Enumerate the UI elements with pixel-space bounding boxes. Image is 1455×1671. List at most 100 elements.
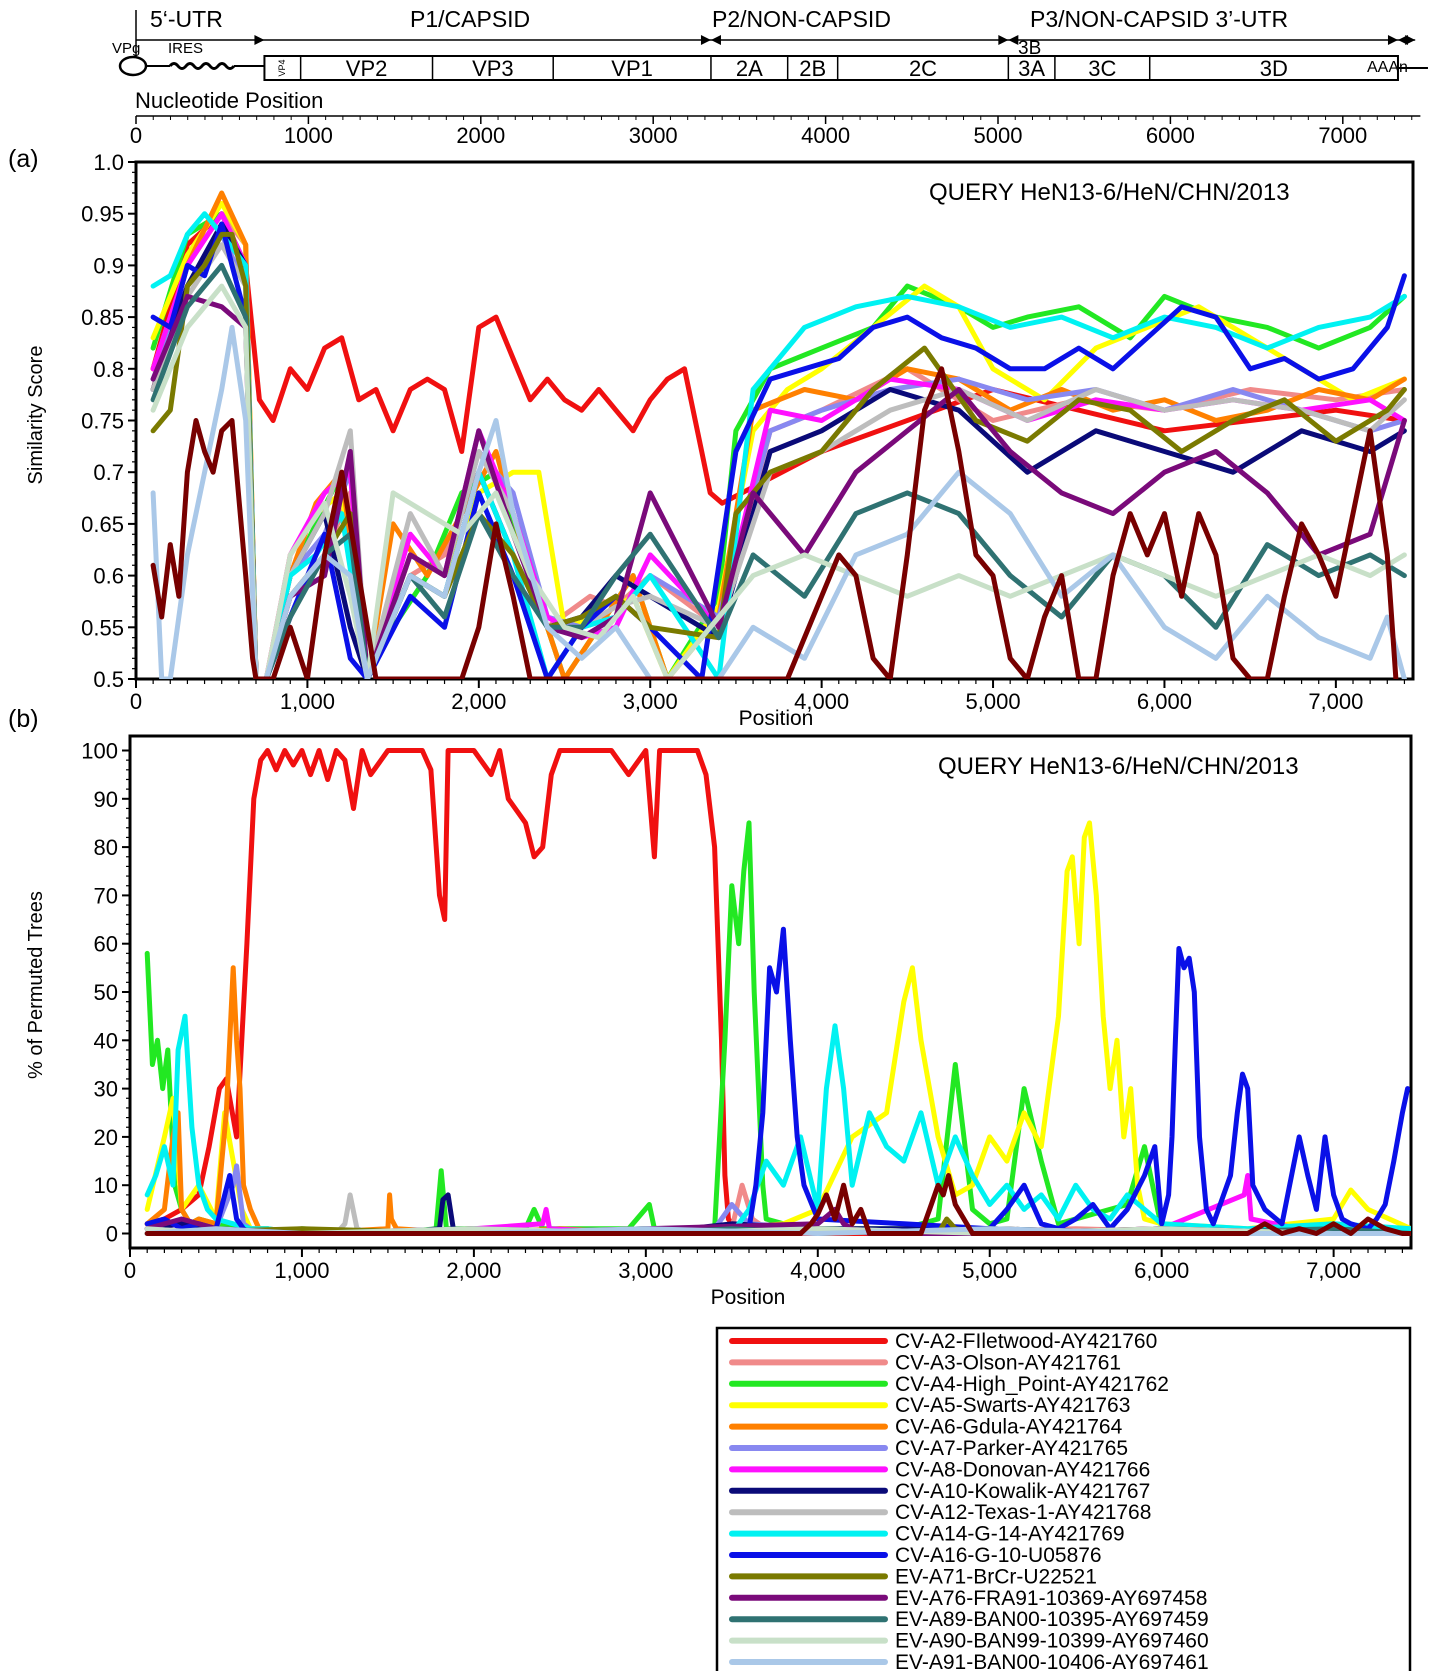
region-label-p2: P2/NON-CAPSID: [712, 6, 891, 32]
region-arrowhead: [1387, 35, 1398, 45]
y-tick-label: 1.0: [93, 150, 124, 175]
nt-axis-tick-label: 4000: [801, 123, 850, 148]
gene-boxes: VP4 VP2 VP3 VP1 2A 2B 2C 3A 3C 3D: [263, 55, 1428, 81]
region-arrowhead: [1008, 35, 1019, 45]
vpg-label: VPg: [112, 40, 140, 57]
y-tick-label: 70: [94, 883, 118, 908]
vpg-circle: [118, 55, 148, 77]
panel-b-ylabel: % of Permuted Trees: [25, 891, 47, 1079]
series-line-cv-a2-filetwood-ay421760: [144, 748, 1411, 1236]
y-tick-label: 0.7: [93, 460, 124, 485]
panel-a-title: QUERY HeN13-6/HeN/CHN/2013: [929, 179, 1290, 206]
series-line-ev-a90-ban99-10399-ay697460: [150, 283, 1407, 679]
gene-label-3d: 3D: [1260, 56, 1288, 81]
y-tick-label: 0.75: [81, 409, 124, 434]
series-group: [150, 190, 1407, 679]
gene-label-2c: 2C: [909, 56, 937, 81]
x-tick-label: 0: [124, 1258, 136, 1283]
y-tick-label: 0.65: [81, 512, 124, 537]
x-tick-label: 7,000: [1306, 1258, 1361, 1283]
y-tick-label: 0.6: [93, 564, 124, 589]
x-tick-label: 4,000: [790, 1258, 845, 1283]
gene-label-vp2: VP2: [346, 56, 388, 81]
gene-label-vp1: VP1: [611, 56, 653, 81]
nucleotide-axis-label: Nucleotide Position: [135, 88, 323, 113]
y-tick-label: 10: [94, 1173, 118, 1198]
series-line-cv-a2-filetwood-ay421760: [150, 211, 1407, 506]
chart-panel-b: QUERY HeN13-6/HeN/CHN/2013 Position % of…: [25, 734, 1413, 1309]
y-tick-label: 20: [94, 1125, 118, 1150]
legend-label: CV-A8-Donovan-AY421766: [895, 1458, 1150, 1481]
region-label-5utr: 5‘-UTR: [150, 6, 223, 32]
y-tick-label: 0.8: [93, 357, 124, 382]
y-tick-label: 0.55: [81, 615, 124, 640]
x-tick-label: 4,000: [794, 689, 849, 714]
x-tick-label: 1,000: [280, 689, 335, 714]
legend-label: CV-A12-Texas-1-AY421768: [895, 1501, 1151, 1524]
panel-a-ylabel: Similarity Score: [25, 346, 47, 485]
gene-label-vp4: VP4: [277, 59, 287, 76]
series-line-ev-a91-ban00-10406-ay697461: [150, 324, 1407, 679]
legend-label: EV-A71-BrCr-U22521: [895, 1565, 1097, 1588]
legend-label: EV-A89-BAN00-10395-AY697459: [895, 1608, 1209, 1631]
legend-label: CV-A16-G-10-U05876: [895, 1544, 1102, 1567]
series-line-cv-a16-g-10-u05876: [144, 926, 1411, 1236]
series-line-cv-a14-g-14-ay421769: [144, 1013, 1411, 1236]
legend-label: EV-A91-BAN00-10406-AY697461: [895, 1651, 1209, 1671]
nt-axis-tick-label: 3000: [629, 123, 678, 148]
legend-label: CV-A2-FIletwood-AY421760: [895, 1330, 1157, 1353]
legend-label: EV-A76-FRA91-10369-AY697458: [895, 1587, 1207, 1610]
nt-axis-tick-label: 1000: [284, 123, 333, 148]
x-tick-label: 2,000: [451, 689, 506, 714]
panel-a-label: (a): [8, 145, 39, 173]
genome-map: 5‘-UTR P1/CAPSID P2/NON-CAPSID P3/NON-CA…: [112, 6, 1428, 148]
gene-label-2b: 2B: [799, 56, 826, 81]
legend-label: CV-A6-Gdula-AY421764: [895, 1416, 1123, 1439]
legend-label: EV-A90-BAN99-10399-AY697460: [895, 1630, 1209, 1653]
x-tick-label: 6,000: [1137, 689, 1192, 714]
gene-label-vp3: VP3: [472, 56, 514, 81]
nt-axis-tick-label: 2000: [456, 123, 505, 148]
series-line-cv-a4-high-point-ay421762: [144, 820, 1411, 1236]
x-tick-label: 3,000: [618, 1258, 673, 1283]
polya-label: AAAn: [1367, 59, 1408, 76]
chart-panel-a: QUERY HeN13-6/HeN/CHN/2013 Position Simi…: [25, 150, 1415, 730]
y-tick-label: 0.9: [93, 253, 124, 278]
series-line-ev-a92-usa-ga99-rjg-ef667344: [150, 366, 1399, 679]
legend-label: CV-A14-G-14-AY421769: [895, 1523, 1125, 1546]
x-tick-label: 3,000: [623, 689, 678, 714]
polyprotein-box: [263, 55, 1399, 81]
nucleotide-axis: 0 1000 2000 3000 4000 5000 6000 7000: [130, 115, 1421, 148]
nt-axis-tick-label: 0: [130, 123, 142, 148]
nt-axis-tick-label: 6000: [1146, 123, 1195, 148]
panel-b-xlabel: Position: [711, 1286, 786, 1309]
panel-a-xlabel: Position: [739, 707, 814, 730]
x-tick-label: 0: [130, 689, 142, 714]
y-tick-label: 90: [94, 787, 118, 812]
y-tick-label: 0: [106, 1222, 118, 1247]
x-tick-label: 5,000: [962, 1258, 1017, 1283]
x-tick-label: 2,000: [446, 1258, 501, 1283]
ires-label: IRES: [168, 40, 203, 57]
legend-label: CV-A10-Kowalik-AY421767: [895, 1480, 1150, 1503]
y-tick-label: 60: [94, 932, 118, 957]
region-arrowhead: [710, 35, 721, 45]
ires-structure: [168, 62, 236, 70]
gene-label-2a: 2A: [736, 56, 763, 81]
nt-axis-tick-label: 7000: [1318, 123, 1367, 148]
series-line-cv-a5-swarts-ay421763: [144, 820, 1411, 1236]
series-line-ev-a92-usa-ga99-rjg-ef667344: [144, 1173, 1411, 1236]
series-line-ev-a71-brcr-u22521: [150, 231, 1407, 679]
legend-label: CV-A4-High_Point-AY421762: [895, 1373, 1169, 1396]
legend-label: CV-A5-Swarts-AY421763: [895, 1394, 1130, 1417]
gene-label-3c: 3C: [1088, 56, 1116, 81]
y-tick-label: 40: [94, 1028, 118, 1053]
y-tick-label: 100: [81, 738, 118, 763]
y-tick-label: 0.95: [81, 202, 124, 227]
series-group: [144, 748, 1411, 1236]
x-tick-label: 7,000: [1308, 689, 1363, 714]
region-arrowhead: [700, 35, 711, 45]
region-label-p1: P1/CAPSID: [410, 6, 530, 32]
region-label-p3: P3/NON-CAPSID 3’-UTR: [1030, 6, 1288, 32]
y-tick-label: 0.5: [93, 667, 124, 692]
